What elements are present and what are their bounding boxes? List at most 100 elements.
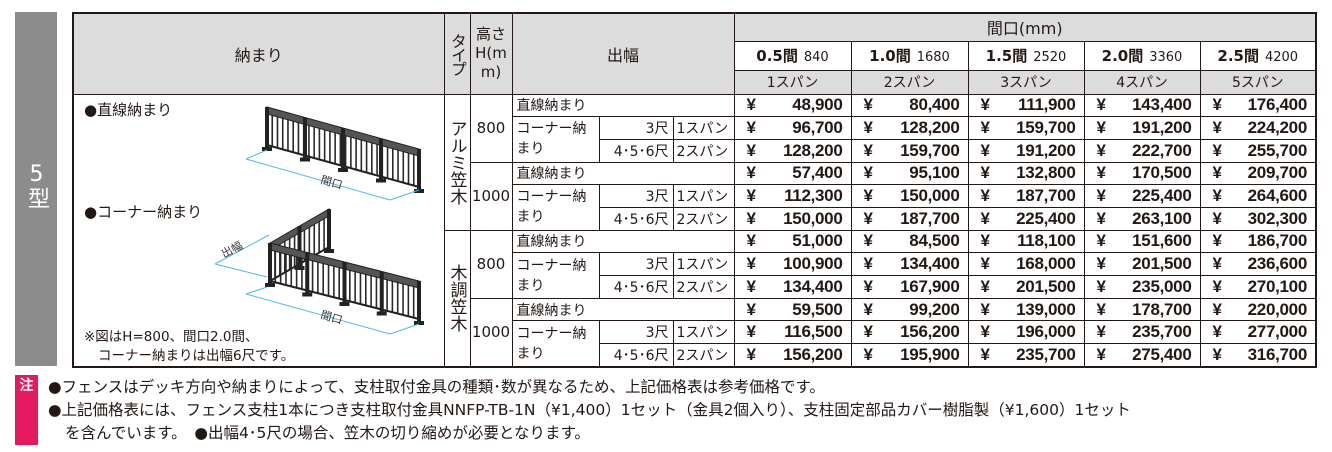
yen-sign: ¥	[1096, 118, 1106, 138]
price-value: 167,900	[900, 276, 960, 296]
size-ken: 0.5間	[756, 47, 798, 65]
table-row: コーナー納まり 3尺 1スパン ¥112,300 ¥150,000 ¥187,700 ¥22…	[73, 184, 1317, 231]
span-cell: 1スパン	[672, 252, 735, 276]
price-cell: ¥159,700	[967, 116, 1085, 140]
header-size: 0.5間 840	[733, 40, 852, 71]
price-value: 191,200	[1016, 140, 1076, 160]
price-value: 264,600	[1247, 186, 1308, 206]
price-value: 220,000	[1247, 299, 1308, 319]
price-cell: ¥235,700	[967, 343, 1085, 368]
size-mm: 2520	[1033, 50, 1067, 65]
price-cell: ¥95,100	[850, 161, 969, 186]
price-value: 118,100	[1017, 231, 1076, 251]
price-value: 224,200	[1247, 118, 1308, 138]
price-cell: ¥270,100	[1199, 275, 1317, 299]
price-cell: ¥159,700	[850, 138, 969, 163]
debaba-dim-label: 出幅	[219, 237, 245, 260]
yen-sign: ¥	[863, 163, 873, 183]
yen-sign: ¥	[746, 231, 756, 251]
height-cell: 1000	[469, 297, 513, 368]
size-ken: 1.5間	[985, 47, 1028, 65]
maguchi-dim-label: 間口	[319, 173, 344, 192]
corner-label: コーナー納まり	[511, 116, 600, 163]
size-mm: 3360	[1149, 50, 1183, 65]
yen-sign: ¥	[1212, 276, 1222, 296]
price-value: 209,700	[1247, 163, 1308, 183]
yen-sign: ¥	[1212, 163, 1222, 183]
yen-sign: ¥	[980, 231, 990, 251]
header-debaba: 出幅	[511, 12, 735, 95]
yen-sign: ¥	[980, 140, 990, 160]
straight-title: ●直線納まり	[84, 100, 173, 119]
price-value: 201,500	[1016, 276, 1076, 296]
price-cell: ¥51,000	[733, 229, 852, 254]
height-cell: 800	[469, 229, 513, 299]
price-cell: ¥100,900	[733, 252, 852, 276]
straight-label: 直線納まり	[511, 229, 735, 254]
price-value: 84,500	[909, 231, 960, 251]
yen-sign: ¥	[863, 299, 873, 319]
price-value: 132,800	[1016, 163, 1076, 183]
price-value: 100,900	[783, 254, 843, 274]
header-span: 1スパン	[733, 69, 852, 95]
yen-sign: ¥	[1096, 208, 1106, 228]
table-row: 木調笠木 800 直線納まり ¥51,000 ¥84,500 ¥118,100 ¥151,6…	[73, 229, 1317, 368]
yen-sign: ¥	[863, 140, 873, 160]
yen-sign: ¥	[1212, 95, 1222, 115]
type-name: 木調笠木	[446, 264, 467, 333]
yen-sign: ¥	[1212, 254, 1222, 274]
header-size: 1.5間 2520	[967, 40, 1085, 71]
price-cell: ¥224,200	[1199, 116, 1317, 140]
yen-sign: ¥	[746, 276, 756, 296]
yen-sign: ¥	[980, 118, 990, 138]
yen-sign: ¥	[1212, 344, 1222, 364]
price-cell: ¥116,500	[733, 320, 852, 345]
price-cell: ¥220,000	[1199, 297, 1317, 322]
yen-sign: ¥	[863, 344, 873, 364]
price-cell: ¥48,900	[733, 93, 852, 118]
price-value: 59,500	[792, 299, 843, 319]
span-cell: 2スパン	[672, 343, 735, 368]
price-value: 255,700	[1247, 140, 1308, 160]
price-value: 159,700	[1016, 118, 1076, 138]
price-value: 275,400	[1132, 344, 1192, 364]
shaku-cell: 3尺	[598, 252, 674, 276]
price-cell: ¥187,700	[967, 184, 1085, 208]
price-cell: ¥195,900	[850, 343, 969, 368]
yen-sign: ¥	[1096, 254, 1106, 274]
shaku-cell: 3尺	[598, 116, 674, 140]
price-value: 143,400	[1132, 95, 1192, 115]
price-cell: ¥156,200	[850, 320, 969, 345]
price-value: 186,700	[1247, 231, 1308, 251]
price-cell: ¥132,800	[967, 161, 1085, 186]
corner-label: コーナー納まり	[511, 184, 600, 231]
table-row: 1000 直線納まり ¥57,400 ¥95,100 ¥132,800 ¥170,500 ¥…	[73, 161, 1317, 231]
yen-sign: ¥	[1096, 231, 1106, 251]
yen-sign: ¥	[1212, 231, 1222, 251]
price-value: 111,900	[1018, 95, 1076, 115]
illustration-cell: 間口 間口 出幅 ●直線納まり ●コーナー納まり ※図はH=800、間口2.0間、 コーナー…	[72, 93, 445, 368]
price-cell: ¥264,600	[1199, 184, 1317, 208]
type-cell: アルミ笠木	[443, 93, 471, 231]
size-mm: 1680	[916, 50, 950, 65]
header-type-text: タイプ	[448, 32, 467, 75]
price-value: 112,300	[784, 186, 843, 206]
price-cell: ¥143,400	[1083, 93, 1201, 118]
table-row: 4･5･6尺 2スパン ¥156,200 ¥195,900 ¥235,700 ¥275,4…	[73, 343, 1317, 368]
yen-sign: ¥	[863, 95, 873, 115]
header-span: 3スパン	[967, 69, 1085, 95]
price-cell: ¥209,700	[1199, 161, 1317, 186]
span-cell: 1スパン	[672, 184, 735, 208]
price-value: 191,200	[1132, 118, 1192, 138]
price-value: 116,500	[784, 322, 843, 342]
header-span: 4スパン	[1083, 69, 1201, 95]
price-value: 270,100	[1247, 276, 1308, 296]
price-cell: ¥168,000	[967, 252, 1085, 276]
yen-sign: ¥	[863, 254, 873, 274]
price-cell: ¥59,500	[733, 297, 852, 322]
span-cell: 2スパン	[672, 206, 735, 231]
price-value: 150,000	[783, 208, 843, 228]
height-cell: 800	[469, 93, 513, 163]
price-cell: ¥80,400	[850, 93, 969, 118]
